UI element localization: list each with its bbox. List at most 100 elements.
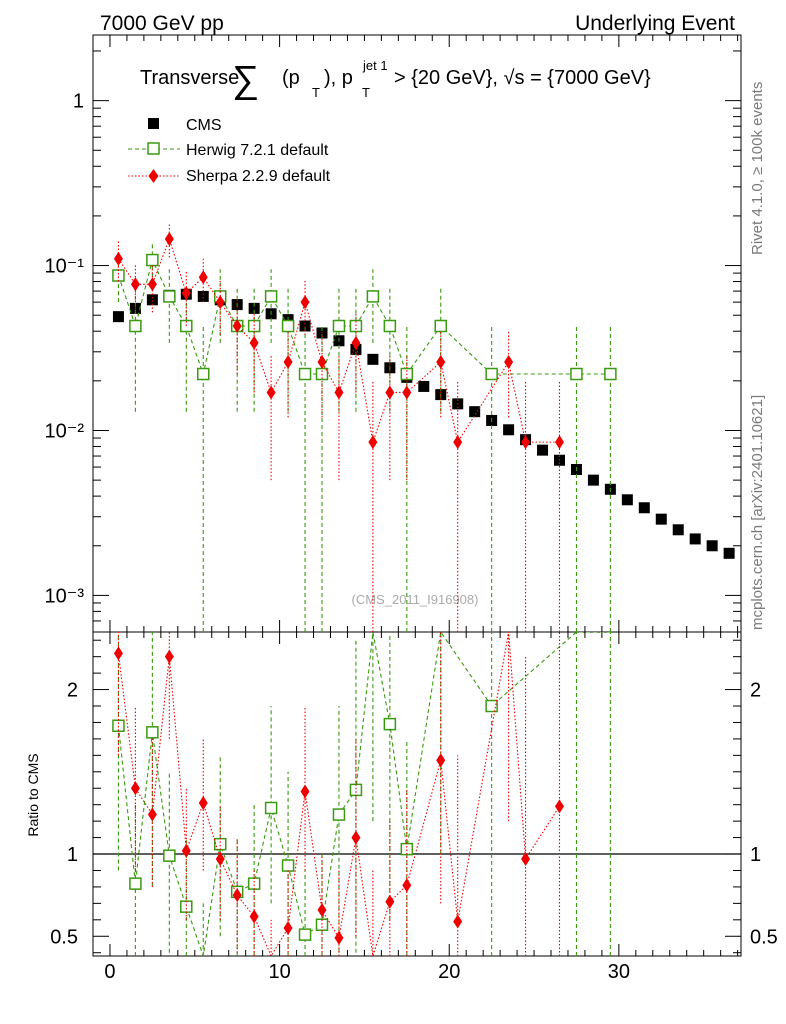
sherpa-main-point bbox=[521, 435, 531, 450]
ratio-y-tick-label-right: 1 bbox=[750, 844, 761, 866]
cms-point bbox=[537, 444, 549, 456]
cms-point bbox=[197, 290, 209, 302]
sherpa-main-point bbox=[317, 355, 327, 370]
sherpa-main-point bbox=[351, 335, 361, 350]
sherpa-main-point bbox=[334, 385, 344, 400]
x-tick-label: 0 bbox=[104, 961, 115, 983]
herwig-main-point bbox=[366, 290, 380, 303]
legend: CMS Herwig 7.2.1 default Sherpa 2.2.9 de… bbox=[128, 117, 331, 185]
herwig-ratio-point bbox=[332, 808, 346, 821]
sherpa-main-point bbox=[113, 251, 123, 266]
ratio-panel-frame bbox=[92, 631, 742, 957]
sherpa-ratio-point bbox=[436, 753, 446, 768]
legend-herwig-label: Herwig 7.2.1 default bbox=[186, 142, 329, 159]
sherpa-ratio-point bbox=[181, 843, 191, 858]
title-sup-jet: jet 1 bbox=[362, 58, 388, 73]
cms-point bbox=[638, 502, 650, 514]
sherpa-main-point bbox=[300, 295, 310, 310]
header-right: Underlying Event bbox=[575, 12, 735, 35]
ratio-axis-label: Ratio to CMS bbox=[25, 753, 41, 836]
ratio-y-tick-label-right: 0.5 bbox=[750, 926, 778, 948]
cms-point bbox=[587, 474, 599, 486]
main-y-tick-label: 10⁻² bbox=[45, 420, 85, 442]
cms-point bbox=[503, 424, 515, 436]
title-sub-t: T bbox=[312, 85, 320, 100]
herwig-ratio-point bbox=[129, 877, 142, 890]
cms-point bbox=[723, 547, 735, 559]
cms-point bbox=[621, 494, 633, 506]
plot-title: Transverse ∑ (p T ), p jet 1 T > {20 GeV… bbox=[140, 58, 651, 101]
sherpa-ratio-point bbox=[317, 902, 327, 917]
legend-cms-label: CMS bbox=[186, 117, 222, 134]
herwig-main-point bbox=[146, 253, 159, 267]
sherpa-ratio-point bbox=[402, 878, 412, 893]
sherpa-main-point bbox=[554, 435, 564, 450]
herwig-ratio-point bbox=[213, 837, 227, 851]
sherpa-main-point bbox=[164, 231, 174, 246]
legend-herwig-marker bbox=[147, 142, 160, 155]
cms-point bbox=[469, 406, 481, 418]
sherpa-ratio-point bbox=[215, 851, 225, 866]
sherpa-main-point bbox=[283, 355, 293, 370]
main-series-group bbox=[112, 224, 735, 632]
sherpa-main-point bbox=[504, 355, 514, 370]
x-tick-label: 10 bbox=[268, 961, 290, 983]
herwig-main-point bbox=[112, 269, 125, 282]
herwig-ratio-point bbox=[485, 699, 498, 713]
cms-point bbox=[299, 320, 311, 332]
sherpa-ratio-point bbox=[521, 851, 531, 866]
herwig-main-point bbox=[570, 367, 583, 381]
sherpa-main-point bbox=[215, 295, 225, 310]
cms-point bbox=[146, 294, 158, 306]
sherpa-ratio-point bbox=[164, 649, 174, 664]
herwig-main-line bbox=[117, 258, 611, 377]
herwig-main-point bbox=[281, 319, 295, 333]
cms-point bbox=[706, 540, 718, 552]
sherpa-ratio-point bbox=[385, 894, 395, 909]
sherpa-main-point bbox=[368, 435, 378, 450]
sherpa-main-point bbox=[436, 355, 446, 370]
sherpa-main-point bbox=[249, 335, 259, 350]
header-left: 7000 GeV pp bbox=[100, 12, 224, 35]
sherpa-ratio-point bbox=[147, 807, 157, 822]
herwig-main-point bbox=[197, 367, 210, 381]
herwig-main-point bbox=[604, 367, 617, 381]
herwig-main-point bbox=[129, 319, 142, 333]
sherpa-ratio-point bbox=[300, 784, 310, 799]
cms-point bbox=[689, 533, 701, 545]
legend-sherpa-marker bbox=[148, 169, 159, 183]
sherpa-main-point bbox=[232, 319, 242, 334]
sherpa-main-point bbox=[181, 286, 191, 301]
title-sum-symbol: ∑ bbox=[232, 59, 259, 101]
herwig-ratio-point bbox=[163, 849, 176, 862]
main-y-tick-label: 1 bbox=[73, 91, 84, 113]
main-y-tick-label: 10⁻³ bbox=[45, 585, 85, 607]
ratio-y-tick-label-right: 2 bbox=[750, 680, 761, 702]
herwig-main-point bbox=[383, 319, 397, 333]
title-sub-t2: T bbox=[362, 85, 370, 100]
x-tick-label: 30 bbox=[608, 961, 630, 983]
sherpa-ratio-point bbox=[334, 930, 344, 945]
cms-point bbox=[418, 380, 430, 392]
herwig-ratio-point bbox=[383, 717, 397, 731]
sherpa-main-point bbox=[385, 385, 395, 400]
herwig-main-point bbox=[485, 367, 498, 381]
ratio-y-tick-label-left: 0.5 bbox=[50, 926, 78, 948]
title-suffix: > {20 GeV}, √s = {7000 GeV} bbox=[394, 67, 651, 89]
cms-point bbox=[248, 302, 260, 314]
herwig-main-point bbox=[264, 290, 278, 303]
data-layer bbox=[112, 224, 735, 956]
sherpa-main-point bbox=[130, 277, 140, 292]
herwig-ratio-point bbox=[349, 783, 363, 797]
sherpa-ratio-point bbox=[198, 796, 208, 811]
herwig-ratio-point bbox=[298, 928, 312, 941]
x-tick-label: 20 bbox=[438, 961, 460, 983]
sherpa-ratio-point bbox=[554, 799, 564, 814]
herwig-ratio-point bbox=[264, 801, 278, 815]
herwig-ratio-point bbox=[281, 859, 295, 872]
herwig-ratio-point bbox=[247, 877, 261, 890]
title-mid: ), p bbox=[324, 67, 353, 89]
sherpa-ratio-point bbox=[130, 781, 140, 796]
sherpa-ratio-point bbox=[283, 921, 293, 936]
